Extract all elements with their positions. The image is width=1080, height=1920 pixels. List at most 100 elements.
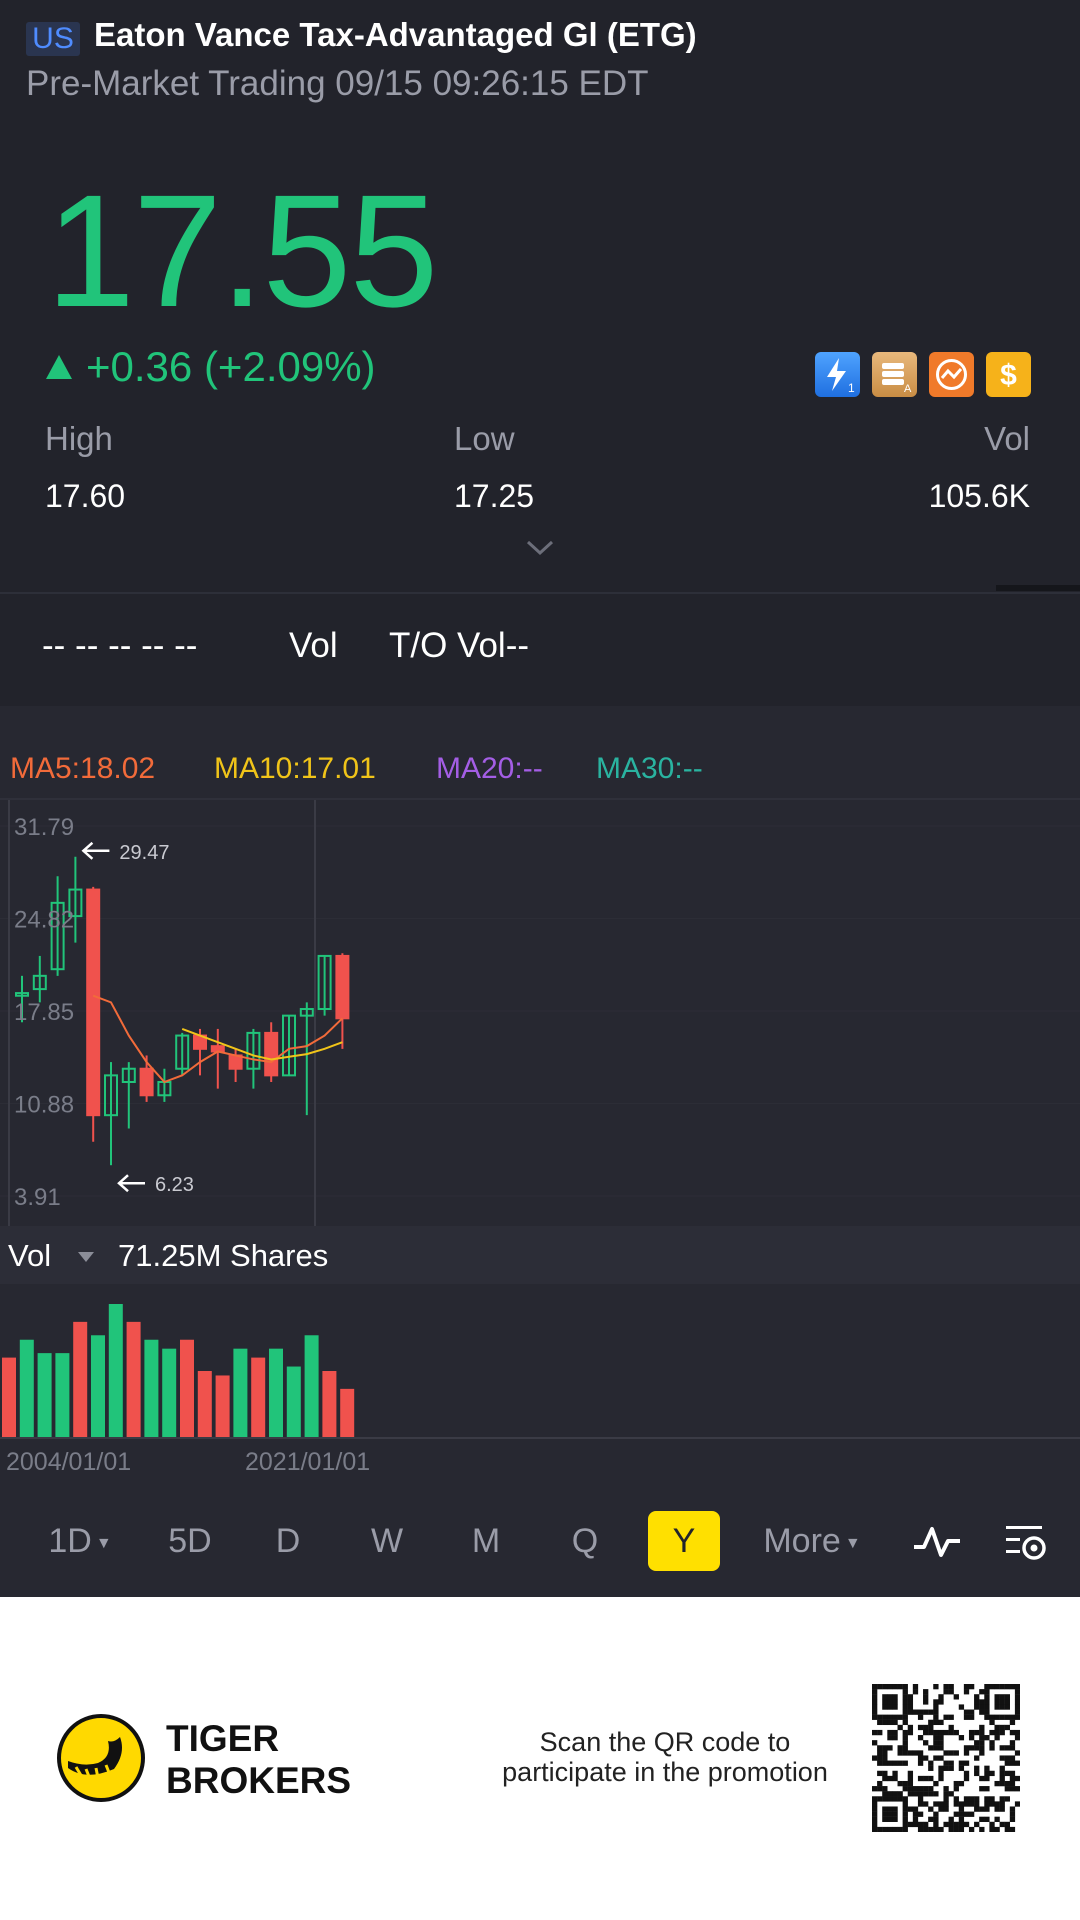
qr-module	[979, 1806, 985, 1812]
qr-module	[958, 1760, 965, 1766]
tab-1d[interactable]: 1D ▼	[40, 1511, 120, 1571]
qr-module	[974, 1801, 980, 1807]
qr-module	[923, 1755, 929, 1761]
qr-module	[974, 1694, 980, 1700]
qr-module	[1004, 1684, 1010, 1690]
promo-line2: participate in the promotion	[502, 1757, 828, 1787]
qr-module	[958, 1704, 965, 1710]
tab-m[interactable]: M	[471, 1522, 501, 1560]
scroll-indicator	[996, 585, 1080, 591]
tiger-brokers-logo-icon	[56, 1713, 146, 1808]
qr-module	[943, 1791, 949, 1797]
qr-module	[928, 1786, 934, 1792]
lightning-level1-icon[interactable]: 1	[815, 352, 860, 397]
qr-module	[902, 1801, 908, 1807]
brand-line2: BROKERS	[166, 1760, 352, 1801]
qr-module	[958, 1816, 965, 1822]
qr-module	[989, 1826, 995, 1832]
tab-5d[interactable]: 5D	[168, 1522, 212, 1560]
qr-module	[902, 1750, 908, 1756]
qr-module	[999, 1796, 1005, 1802]
chart-settings-icon[interactable]	[1002, 1520, 1050, 1569]
qr-module	[872, 1826, 878, 1832]
y-tick-label: 10.88	[14, 1092, 74, 1119]
qr-module	[882, 1704, 888, 1710]
qr-module	[994, 1780, 1000, 1787]
qr-module	[974, 1740, 980, 1746]
qr-module	[872, 1694, 878, 1700]
tab-more-label: More	[763, 1522, 841, 1560]
volume-bar	[251, 1357, 266, 1438]
volume-bar	[197, 1371, 212, 1438]
qr-module	[948, 1826, 954, 1832]
volume-indicator-label[interactable]: Vol	[8, 1238, 52, 1273]
qr-module	[994, 1699, 1000, 1705]
tab-more[interactable]: More ▼	[752, 1511, 872, 1571]
qr-module	[1014, 1704, 1020, 1710]
candle-body	[50, 901, 65, 971]
qr-module	[933, 1714, 939, 1720]
tab-d[interactable]: D	[275, 1522, 301, 1560]
qr-module	[897, 1760, 903, 1766]
qr-module	[902, 1821, 908, 1828]
stock-title[interactable]: Eaton Vance Tax-Advantaged Gl (ETG)	[94, 16, 697, 53]
qr-module	[979, 1750, 985, 1756]
qr-module	[933, 1791, 939, 1797]
qr-module	[968, 1826, 975, 1832]
qr-module	[1009, 1780, 1016, 1787]
qr-module	[938, 1740, 944, 1746]
qr-module	[984, 1689, 990, 1695]
qr-module	[963, 1714, 970, 1720]
qr-module	[887, 1714, 893, 1720]
qr-module	[1014, 1750, 1020, 1756]
qr-module	[984, 1770, 990, 1777]
qr-module	[917, 1821, 924, 1828]
qr-module	[887, 1684, 893, 1690]
svg-text:A: A	[904, 383, 912, 395]
indicator-wave-icon[interactable]	[912, 1523, 962, 1564]
qr-module	[999, 1770, 1005, 1777]
stack-coins-icon[interactable]: A	[872, 352, 917, 397]
candlestick-chart[interactable]: 31.79 24.82 17.85 10.88 3.91 29.47 6.23	[0, 800, 1080, 1226]
qr-module	[938, 1775, 944, 1782]
qr-module	[938, 1770, 944, 1777]
expand-chevron-icon[interactable]	[524, 538, 556, 563]
tab-q[interactable]: Q	[571, 1522, 599, 1560]
qr-module	[999, 1745, 1005, 1751]
qr-module	[928, 1826, 934, 1832]
qr-module	[933, 1821, 939, 1828]
qr-module	[1014, 1689, 1020, 1695]
volume-bar	[340, 1388, 355, 1438]
qr-module	[1004, 1745, 1010, 1751]
qr-module	[1009, 1806, 1016, 1812]
qr-module	[887, 1796, 893, 1802]
tab-y[interactable]: Y	[648, 1511, 720, 1571]
qr-module	[923, 1775, 929, 1782]
qr-module	[882, 1791, 888, 1797]
qr-module	[963, 1689, 970, 1695]
max-marker-label: 29.47	[119, 842, 169, 864]
qr-module	[994, 1684, 1000, 1690]
qr-module	[999, 1821, 1005, 1828]
qr-module	[994, 1694, 1000, 1700]
qr-module	[877, 1770, 883, 1777]
qr-module	[902, 1694, 908, 1700]
qr-module	[948, 1684, 954, 1690]
qr-module	[887, 1719, 893, 1726]
qr-module	[923, 1740, 929, 1746]
dropdown-triangle-icon[interactable]	[77, 1250, 95, 1268]
dollar-icon[interactable]: $	[986, 352, 1031, 397]
qr-module	[984, 1765, 990, 1771]
candle-body	[282, 1014, 296, 1077]
qr-module	[953, 1780, 959, 1787]
qr-module	[994, 1816, 1000, 1822]
tab-w[interactable]: W	[370, 1522, 404, 1560]
qr-module	[897, 1724, 903, 1731]
qr-module	[999, 1765, 1005, 1771]
qr-module	[872, 1714, 878, 1720]
qr-module	[958, 1806, 965, 1812]
chart-circle-icon[interactable]	[929, 352, 974, 397]
qr-module	[984, 1775, 990, 1782]
qr-module	[872, 1786, 878, 1792]
volume-chart[interactable]	[0, 1284, 1080, 1444]
